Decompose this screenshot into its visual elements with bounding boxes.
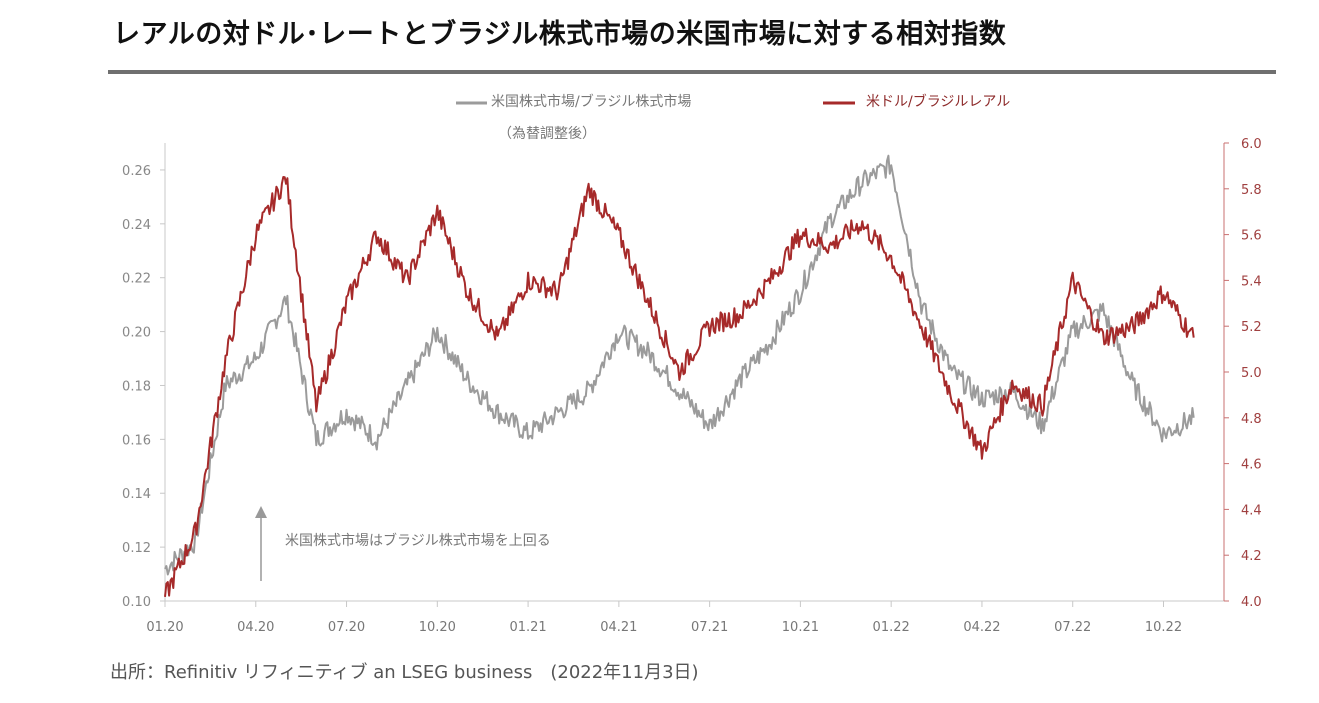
right-tick-label: 6.0 xyxy=(1241,137,1262,152)
x-tick-label: 04.21 xyxy=(600,620,637,635)
right-tick-label: 4.2 xyxy=(1241,549,1262,564)
x-tick-label: 07.21 xyxy=(691,620,728,635)
legend-label-us-brazil: 米国株式市場/ブラジル株式市場 xyxy=(491,93,691,110)
annotation-arrowhead xyxy=(255,506,267,518)
annotation-text: 米国株式市場はブラジル株式市場を上回る xyxy=(285,532,551,549)
x-tick-label: 07.22 xyxy=(1054,620,1091,635)
right-tick-label: 4.6 xyxy=(1241,458,1262,473)
left-tick-label: 0.12 xyxy=(122,541,151,556)
right-tick-label: 5.0 xyxy=(1241,366,1262,381)
right-tick-label: 5.8 xyxy=(1241,183,1262,198)
left-tick-label: 0.24 xyxy=(122,218,151,233)
x-tick-label: 01.22 xyxy=(873,620,910,635)
left-tick-label: 0.16 xyxy=(122,433,151,448)
right-tick-label: 5.6 xyxy=(1241,229,1262,244)
left-tick-label: 0.18 xyxy=(122,379,151,394)
x-tick-label: 10.20 xyxy=(419,620,456,635)
legend: 米国株式市場/ブラジル株式市場 （為替調整後） 米ドル/ブラジルレアル xyxy=(456,93,1010,142)
left-tick-label: 0.22 xyxy=(122,272,151,287)
left-tick-label: 0.20 xyxy=(122,326,151,341)
series-line-us-brazil xyxy=(164,154,1195,576)
left-tick-label: 0.10 xyxy=(122,595,151,610)
annotation: 米国株式市場はブラジル株式市場を上回る xyxy=(255,506,551,581)
right-tick-label: 4.0 xyxy=(1241,595,1262,610)
right-y-axis: 4.0 4.2 4.4 4.6 4.8 5.0 5.2 5.4 5.6 5.8 6.0 xyxy=(1224,137,1262,610)
x-tick-label: 01.21 xyxy=(509,620,546,635)
x-tick-label: 01.20 xyxy=(146,620,183,635)
left-tick-label: 0.26 xyxy=(122,164,151,179)
series-line-usd-brl xyxy=(164,176,1195,598)
x-tick-label: 10.22 xyxy=(1145,620,1182,635)
left-y-axis: 0.10 0.12 0.14 0.16 0.18 0.20 0.22 0.24 0.26 xyxy=(122,164,165,610)
x-tick-label: 07.20 xyxy=(328,620,365,635)
x-tick-label: 04.22 xyxy=(963,620,1000,635)
series-lines xyxy=(164,154,1195,598)
page-title: レアルの対ドル･レートとブラジル株式市場の米国市場に対する相対指数 xyxy=(113,19,1007,50)
x-tick-label: 10.21 xyxy=(782,620,819,635)
left-tick-label: 0.14 xyxy=(122,487,151,502)
right-tick-label: 5.4 xyxy=(1241,274,1262,289)
x-axis: 01.20 04.20 07.20 10.20 01.21 04.21 07.21 10.21… xyxy=(146,601,1182,635)
title-rule xyxy=(108,70,1276,74)
x-tick-label: 04.20 xyxy=(237,620,274,635)
legend-sublabel-us-brazil: （為替調整後） xyxy=(498,126,596,142)
legend-label-usd-brl: 米ドル/ブラジルレアル xyxy=(866,93,1010,110)
right-tick-label: 4.8 xyxy=(1241,412,1262,427)
right-tick-label: 4.4 xyxy=(1241,503,1262,518)
source-note: 出所：Refinitiv リフィニティブ an LSEG business (2… xyxy=(110,662,699,683)
right-tick-label: 5.2 xyxy=(1241,320,1262,335)
